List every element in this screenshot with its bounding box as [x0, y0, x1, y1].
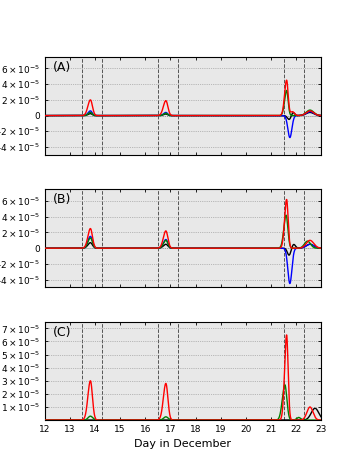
X-axis label: Day in December: Day in December	[135, 439, 231, 449]
Text: (B): (B)	[53, 193, 71, 206]
Text: (A): (A)	[53, 60, 71, 74]
Text: (C): (C)	[53, 326, 71, 339]
